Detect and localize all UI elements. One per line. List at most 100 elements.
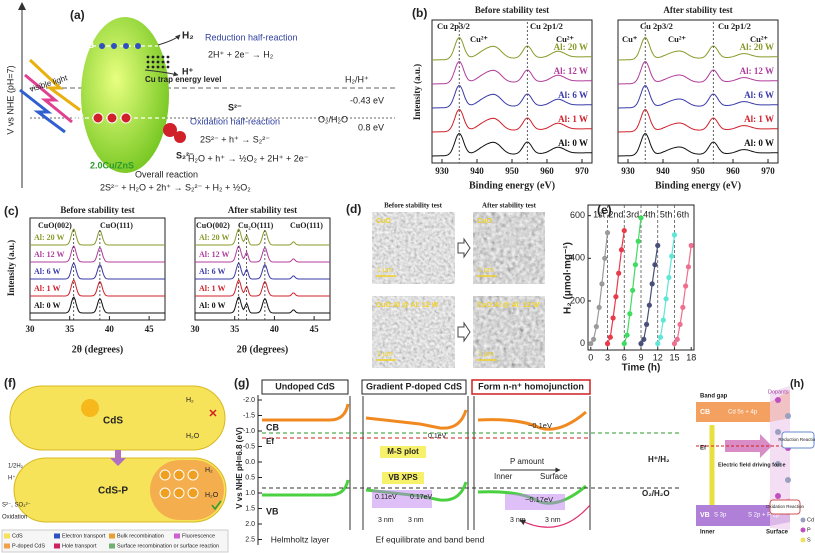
dopant-zone [770,386,790,530]
light-ray [28,58,81,112]
legend-label: S [807,537,811,543]
data-point [610,315,616,321]
subplot-title: After stability test [482,202,537,210]
label: VB XPS [388,473,418,482]
note-box [380,446,426,458]
data-point [621,341,627,347]
spectrum [618,133,778,157]
cb-band [365,409,468,430]
axis-label: Intensity (a.u.) [6,240,16,296]
light-ray [24,73,73,124]
x-tick-label: 3 [605,352,610,362]
electron [135,43,141,49]
data-point [671,341,678,347]
axis-label: Binding energy (eV) [469,180,555,191]
label: 3 nm [408,517,424,524]
y-tick-label: -0.5 [243,443,255,450]
shape [144,69,179,77]
label: Oxidation [2,515,27,521]
p-site [173,487,185,499]
y-tick-label: 2.5 [245,536,255,543]
trap-site [146,55,150,59]
peak-label: CuO(002) [196,221,230,230]
title-box [361,379,467,395]
spectrum [618,109,778,133]
label: Ef [266,437,274,446]
axis-label: 2θ (degrees) [72,344,123,355]
cycle-label: 4th [643,209,656,219]
sample-label: Al: 0 W [199,301,226,310]
p-site [187,487,199,499]
label: Band gap [700,394,728,400]
label: P amount [510,457,545,466]
data-point [663,296,669,302]
x-tick-label: 15 [669,352,679,362]
data-point [624,332,630,338]
axis-label: Intensity (a.u.) [412,64,422,120]
label: H₂ [186,397,194,404]
sample-label: Al: 20 W [199,233,230,242]
y-tick-label: 600 [570,210,585,220]
panel-label: (h) [790,378,804,390]
data-line [640,245,659,344]
sample-label: Al: 1 W [744,114,774,124]
spectrum [30,245,165,263]
legend-swatch [54,543,60,549]
data-point [596,304,602,310]
data-point [655,242,661,249]
electron [111,43,117,49]
label: H⁺/H₂ [648,455,670,464]
zns-particle [81,17,169,173]
y-tick-label: 400 [570,253,585,263]
legend-label: CdS [12,533,23,539]
label: H₂O [205,492,219,499]
x-tick-label: 940 [470,166,484,176]
label: CB [82,41,94,50]
x-tick-label: 30 [191,324,201,334]
trap-site [146,65,150,69]
sample-label: CuO [477,218,492,225]
cycle-label: 1st [593,209,606,219]
panel-label: (b) [412,6,427,20]
label: CB [700,409,710,416]
spectrum [195,245,330,263]
data-point [635,238,641,244]
sample-label: Al: 12 W [34,250,65,259]
legend-label: Surface recombination or surface reactio… [117,543,219,549]
x-tick-label: 18 [686,352,696,362]
x-tick-label: 9 [638,352,643,362]
data-point [588,341,594,347]
data-point [660,317,666,323]
axis-label: H₂ (μmol·mg⁻¹) [563,242,574,314]
label: ~0.17eV [525,495,553,504]
x-tick-label: 0 [588,352,593,362]
label: O₂/H₂O [318,114,348,124]
data-point [630,287,636,293]
sample-label: Al: 0 W [744,138,774,148]
arrow [457,321,471,343]
label: Form n-n⁺ homojunction [478,381,584,391]
x-tick-label: 6 [622,352,627,362]
data-point [688,242,694,249]
data-point [602,255,608,261]
label: CB [266,422,279,432]
label: Inner [494,472,513,481]
data-point [666,274,672,281]
sample-label: Al: 20 W [554,42,588,52]
panel-label: (c) [4,204,19,218]
axis-arrow [18,2,26,10]
data-point [655,341,661,347]
data-point [677,321,683,328]
data-point [638,215,644,221]
label: Cd 5s + 4p [728,410,758,416]
y-tick-label: 1.0 [245,490,255,497]
cb-band [696,390,790,422]
label: Surface [766,530,789,536]
trap-site [156,55,160,59]
data-line [590,232,609,344]
sample-label: CuO:Al @ Al: 12 W [477,302,540,309]
trap-site [161,65,165,69]
lattice-atom [775,461,781,467]
sample-label: Al: 12 W [740,66,774,76]
x-tick-label: 960 [726,166,740,176]
